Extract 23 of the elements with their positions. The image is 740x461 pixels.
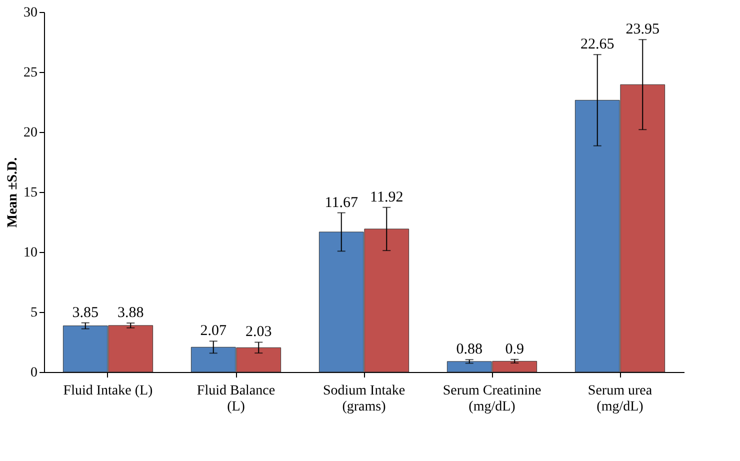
data-label: 11.67 [324,194,358,211]
x-tick-label: Serum Creatinine (mg/dL) [442,384,542,414]
data-label: 3.88 [118,305,144,322]
x-tick-label: Serum urea (mg/dL) [588,384,653,414]
y-tick-label: 10 [24,246,38,260]
data-label: 0.88 [456,342,482,358]
y-tick-label: 0 [30,366,38,380]
y-tick-label: 25 [24,66,38,80]
data-label: 22.65 [580,36,614,53]
y-tick-label: 15 [24,186,38,200]
data-label: 2.03 [246,324,272,340]
x-tick-label: Fluid Intake (L) [63,384,154,398]
data-label: 0.9 [505,341,524,358]
y-tick-label: 30 [24,6,38,20]
data-label: 11.92 [370,189,404,206]
data-label: 2.07 [200,323,227,340]
y-axis-title: Mean ±S.D. [6,157,20,228]
data-label: 23.95 [626,22,660,38]
x-tick-label: Sodium Intake (grams) [322,384,406,414]
data-label: 3.85 [72,304,98,321]
y-tick-label: 5 [30,306,38,320]
x-tick-label: Fluid Balance (L) [196,384,276,414]
y-tick-label: 20 [24,126,38,140]
